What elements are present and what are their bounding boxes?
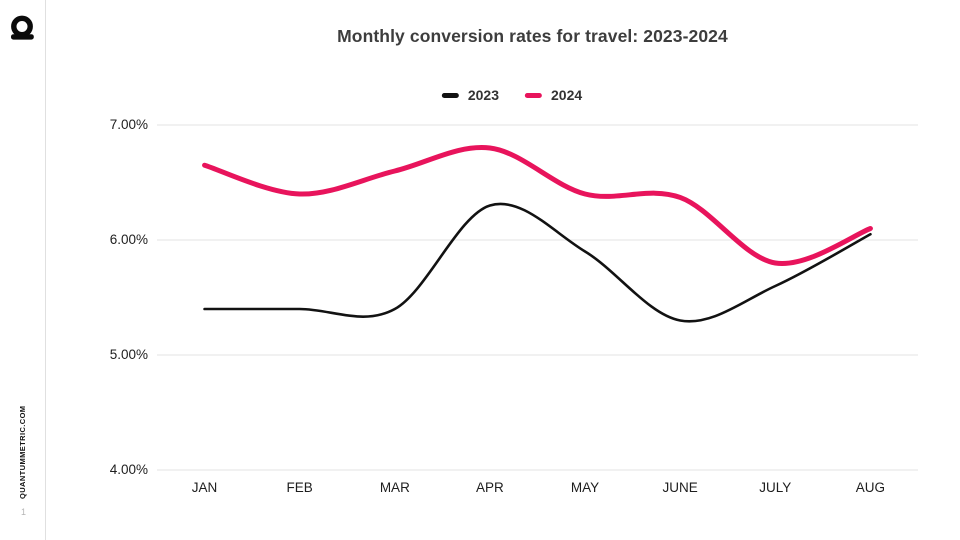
chart-legend: 2023 2024 xyxy=(441,86,582,104)
x-axis-label: MAR xyxy=(379,480,410,495)
page-number: 1 xyxy=(21,507,27,517)
legend-swatch-2024-icon xyxy=(525,92,542,98)
series-line-2024 xyxy=(202,145,873,266)
legend-item-2024: 2024 xyxy=(525,87,582,103)
y-axis-label: 5.00% xyxy=(109,347,148,362)
y-axis-label: 4.00% xyxy=(109,462,148,477)
left-rail-divider xyxy=(45,0,46,540)
x-axis-label: FEB xyxy=(286,480,313,495)
legend-swatch-2023-icon xyxy=(441,92,459,98)
x-axis-label: JAN xyxy=(191,480,218,495)
chart-title: Monthly conversion rates for travel: 202… xyxy=(337,26,728,46)
series-line-2023 xyxy=(203,202,872,323)
x-axis-label: AUG xyxy=(855,480,886,495)
legend-label-2024: 2024 xyxy=(551,87,583,103)
legend-label-2023: 2023 xyxy=(467,87,499,103)
x-axis-label: JULY xyxy=(759,480,792,495)
x-axis-label: MAY xyxy=(570,480,600,495)
y-axis-label: 6.00% xyxy=(109,232,148,247)
x-axis-label: APR xyxy=(476,480,504,495)
x-axis-label: JUNE xyxy=(662,480,698,495)
y-axis-label: 7.00% xyxy=(109,117,148,132)
legend-item-2023: 2023 xyxy=(441,87,499,103)
quantum-metric-q-logo xyxy=(11,15,34,40)
